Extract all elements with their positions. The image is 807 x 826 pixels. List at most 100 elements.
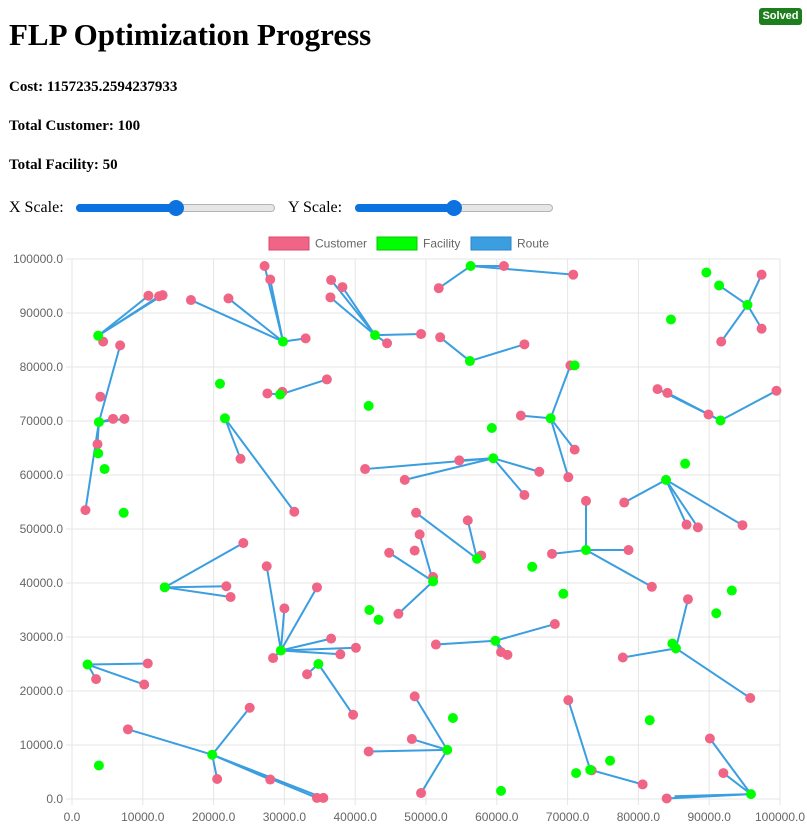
customer-point (745, 693, 756, 704)
customer-point (737, 520, 748, 531)
customer-point (326, 633, 337, 644)
customer-point (430, 639, 441, 650)
facility-point (490, 635, 501, 646)
route-line (329, 296, 376, 336)
route-line (413, 695, 449, 751)
route-line (420, 749, 449, 794)
route-line (622, 647, 677, 659)
chart-legend: Customer Facility Route (268, 236, 549, 251)
customer-point (547, 548, 558, 559)
route-line (164, 585, 227, 589)
customer-point (662, 387, 673, 398)
route-line (674, 598, 689, 649)
route-line (280, 646, 356, 652)
route-line (190, 299, 284, 343)
customer-point (142, 658, 153, 669)
route-line (492, 457, 540, 473)
total-facility-text: Total Facility: 50 (9, 157, 118, 173)
y-scale-thumb[interactable] (446, 200, 462, 216)
facility-point (545, 413, 556, 424)
y-tick-label: 90000.0 (20, 306, 64, 320)
legend-route-swatch[interactable] (470, 236, 512, 251)
route-line (470, 265, 574, 276)
customer-point (646, 581, 657, 592)
customer-point (569, 444, 580, 455)
route-line (280, 637, 332, 652)
facility-point (571, 768, 582, 779)
customer-point (382, 338, 393, 349)
legend-customer-swatch[interactable] (268, 236, 310, 251)
customer-point (652, 384, 663, 395)
facility-point (99, 464, 110, 475)
facility-point (82, 659, 93, 670)
route-line (84, 421, 100, 511)
facility-point (447, 713, 458, 723)
customer-point (235, 453, 246, 464)
facility-point (464, 356, 475, 367)
customer-point (384, 547, 395, 558)
facility-point (118, 507, 129, 518)
facility-point (714, 280, 725, 291)
customer-point (350, 642, 361, 653)
route-line (469, 343, 525, 363)
x-tick-label: 100000.0 (755, 810, 805, 824)
route-line (97, 345, 122, 423)
route-line (551, 549, 587, 555)
route-line (227, 297, 284, 343)
legend-facility-swatch[interactable] (376, 236, 418, 251)
customer-point (318, 792, 329, 803)
route-line (435, 639, 496, 646)
x-scale-thumb[interactable] (167, 200, 184, 216)
route-line (164, 586, 231, 599)
facility-point (605, 755, 616, 766)
facility-point (219, 413, 230, 424)
grid-lines (66, 258, 781, 805)
legend-customer-label[interactable]: Customer (315, 237, 367, 251)
facility-point (93, 760, 104, 771)
customer-point (568, 269, 579, 280)
y-tick-label: 80000.0 (20, 360, 64, 374)
customer-point (681, 519, 692, 530)
route-line (623, 478, 667, 504)
route-line (567, 699, 592, 771)
route-line (97, 294, 150, 337)
route-line (438, 265, 472, 289)
customer-point (563, 695, 574, 706)
facility-point (442, 744, 453, 755)
route-line (665, 478, 743, 527)
customer-point (262, 388, 273, 399)
facility-point (670, 643, 681, 654)
customer-point (223, 293, 234, 304)
y-tick-label: 20000.0 (20, 684, 64, 698)
customer-point (716, 336, 727, 347)
route-line (375, 333, 422, 337)
facility-points (82, 261, 756, 800)
customer-point (661, 793, 672, 804)
x-scale-slider[interactable] (76, 200, 275, 216)
facility-point (465, 261, 476, 272)
y-scale-slider[interactable] (355, 200, 553, 216)
customer-point (80, 505, 91, 516)
total-customer-text: Total Customer: 100 (9, 118, 141, 134)
route-line (665, 479, 688, 526)
route-line (87, 663, 145, 686)
route-line (492, 457, 526, 496)
customer-point (265, 774, 276, 785)
legend-facility-label[interactable]: Facility (423, 237, 460, 251)
route-line (439, 336, 471, 362)
customer-point (406, 734, 417, 745)
customer-point (771, 385, 782, 396)
facility-point (370, 330, 381, 341)
customer-point (619, 497, 630, 508)
customer-point (360, 464, 371, 475)
customer-point (502, 649, 513, 660)
x-tick-label: 20000.0 (192, 810, 236, 824)
customer-point (617, 652, 628, 663)
facility-point (471, 553, 482, 564)
customer-point (519, 339, 530, 350)
facility-point (428, 576, 439, 587)
legend-route-label[interactable]: Route (517, 237, 549, 251)
x-tick-label: 40000.0 (334, 810, 378, 824)
customer-point (115, 340, 126, 351)
customer-point (363, 746, 374, 757)
